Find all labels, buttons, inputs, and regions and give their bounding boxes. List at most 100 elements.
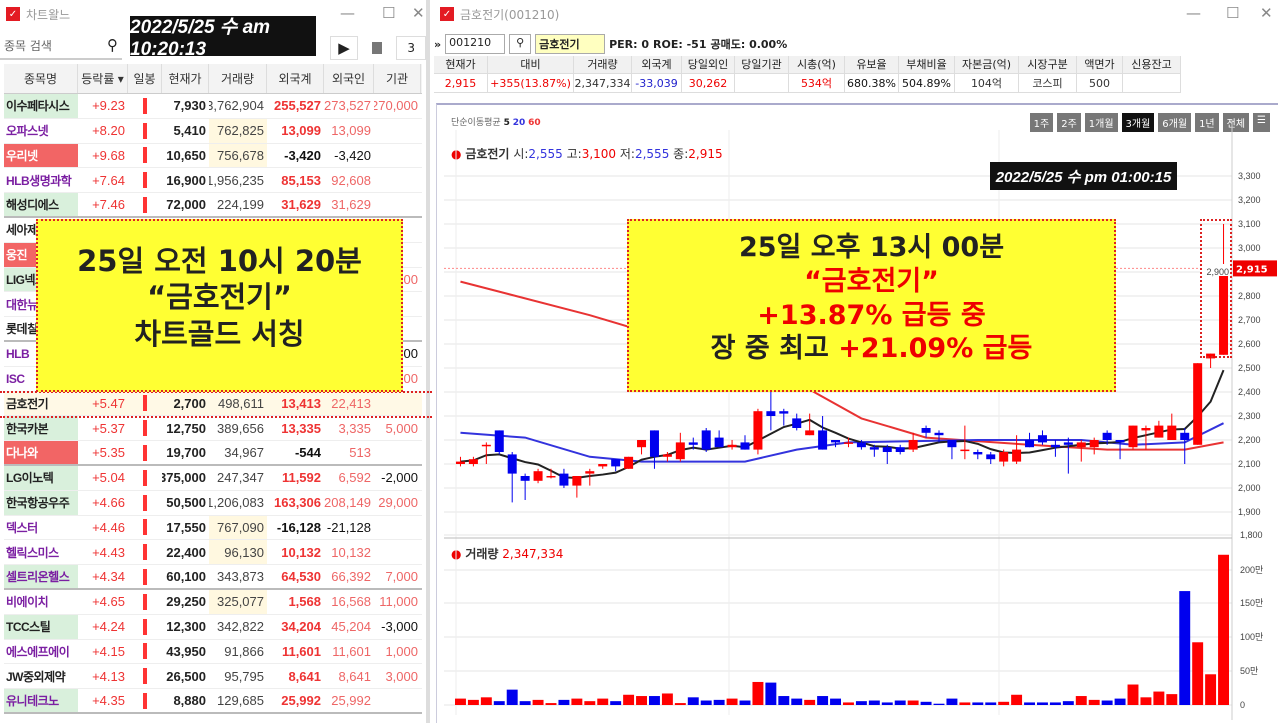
stock-name-field[interactable]: 금호전기	[535, 34, 606, 54]
search-icon[interactable]: ⚲	[509, 34, 532, 54]
minimize-icon[interactable]: —	[340, 4, 355, 22]
stock-code-select[interactable]: 001210	[445, 34, 506, 54]
candle-body	[818, 430, 828, 450]
cell: 26,500	[166, 668, 206, 684]
stock-name[interactable]: 셀트리온헬스	[4, 565, 78, 588]
candle-body	[869, 447, 879, 450]
daily-candle-icon	[128, 441, 162, 464]
period-button[interactable]: 1년	[1195, 113, 1219, 132]
candle-body	[533, 471, 543, 481]
column-header[interactable]: 거래량	[209, 64, 267, 93]
column-header[interactable]: 외국계	[267, 64, 324, 93]
stock-name[interactable]: 유니테크노	[4, 689, 78, 712]
stock-name[interactable]: 한국항공우주	[4, 490, 78, 515]
stock-name[interactable]: 비에이치	[6, 595, 49, 610]
stop-button[interactable]	[372, 42, 382, 54]
table-row[interactable]: TCC스틸 +4.24 12,300 342,822 34,204 45,204 -3,00…	[4, 614, 422, 640]
table-row[interactable]: 이수페타시스 +9.23 7,930 3,762,904 255,527 273,527 2…	[4, 94, 422, 119]
stock-name[interactable]: 헬릭스미스	[6, 545, 59, 560]
cell: 95,795	[224, 668, 264, 684]
column-header[interactable]: 현재가	[162, 64, 209, 93]
period-button[interactable]: 6개월	[1158, 113, 1192, 132]
stock-search-input[interactable]: 종목 검색 ⚲	[0, 32, 122, 60]
short-selling-value: 공매도: 0.00%	[710, 38, 788, 51]
daily-candle-icon	[128, 516, 162, 540]
stock-name[interactable]: JW중외제약	[6, 669, 66, 684]
table-row[interactable]: 셀트리온헬스 +4.34 60,100 343,873 64,530 66,392 7,00…	[4, 565, 422, 590]
stock-name[interactable]: 에스에프에이	[6, 644, 70, 659]
volume-legend-name: 거래량	[465, 547, 499, 561]
table-row[interactable]: 헬릭스미스 +4.43 22,400 96,130 10,132 10,132	[4, 540, 422, 566]
table-row[interactable]: 한국카본 +5.37 12,750 389,656 13,335 3,335 5,000	[4, 416, 422, 442]
candle-tick-icon	[143, 618, 147, 635]
candle-body	[882, 447, 892, 452]
ma-title: 단순이동평균	[451, 118, 501, 128]
stock-name[interactable]: TCC스틸	[4, 614, 78, 639]
volume-legend: ● 거래량 2,347,334	[451, 545, 563, 562]
column-header[interactable]: 외국인	[324, 64, 374, 93]
column-header[interactable]: 기관	[374, 64, 421, 93]
stock-name[interactable]: HLB생명과학	[6, 173, 72, 188]
candle-body	[1128, 425, 1138, 448]
stock-name[interactable]: 다나와	[4, 441, 78, 464]
table-row[interactable]: 다나와 +5.35 19,700 34,967 -544 513	[4, 441, 422, 466]
candle-body	[986, 454, 996, 460]
stock-name[interactable]: LG이노텍	[4, 465, 78, 490]
period-button[interactable]: 3개월	[1121, 113, 1155, 132]
annotation-line: “금호전기”	[804, 265, 939, 297]
stock-name[interactable]: 덱스터	[6, 520, 38, 535]
menu-icon[interactable]: ☰	[1253, 113, 1270, 132]
volume-bar	[920, 701, 932, 705]
column-header[interactable]: 일봉	[128, 64, 162, 93]
cell: 513	[349, 445, 371, 461]
volume-tick-label: 50만	[1240, 666, 1258, 676]
column-header[interactable]: 등락률 ▾	[78, 64, 128, 93]
cell: +4.66	[92, 495, 125, 511]
table-row[interactable]: LG이노텍 +5.04 375,000 247,347 11,592 6,592 -2,00…	[4, 465, 422, 491]
stock-name[interactable]: HLB	[6, 346, 30, 361]
annotation-line: 25일 오후 13시 00분	[738, 232, 1005, 263]
stock-name[interactable]: 오파스넷	[6, 124, 49, 139]
table-row[interactable]: JW중외제약 +4.13 26,500 95,795 8,641 8,641 3,000	[4, 664, 422, 690]
left-title-bar: ✓ 차트왈느 — ☐ ✕	[0, 0, 426, 28]
table-row[interactable]: 금호전기 +5.47 2,700 498,611 13,413 22,413	[4, 391, 422, 417]
table-row[interactable]: 오파스넷 +8.20 5,410 762,825 13,099 13,099	[4, 118, 422, 144]
table-row[interactable]: HLB생명과학 +7.64 16,900 1,956,235 85,153 92,608	[4, 168, 422, 194]
maximize-icon[interactable]: ☐	[382, 4, 396, 22]
search-icon[interactable]: ⚲	[107, 36, 118, 54]
stock-name[interactable]: 한국카본	[4, 416, 78, 441]
maximize-icon[interactable]: ☐	[1226, 4, 1240, 22]
interval-stepper[interactable]: 3	[396, 36, 426, 60]
table-row[interactable]: 유니테크노 +4.35 8,880 129,685 25,992 25,992	[4, 689, 422, 714]
column-header[interactable]: 종목명	[4, 64, 78, 93]
stock-name[interactable]: 해성디에스	[4, 193, 78, 216]
period-button[interactable]: 1개월	[1084, 113, 1118, 132]
play-button[interactable]: ▶	[330, 36, 358, 60]
candle-body	[973, 452, 983, 455]
ma60-label: 60	[528, 118, 541, 128]
stock-name[interactable]: 금호전기	[6, 396, 49, 411]
close-icon[interactable]: ✕	[1260, 4, 1273, 22]
table-row[interactable]: 우리넷 +9.68 10,650 756,678 -3,420 -3,420	[4, 143, 422, 169]
y-tick-label: 3,200	[1238, 195, 1261, 205]
table-row[interactable]: 덱스터 +4.46 17,550 767,090 -16,128 -21,128	[4, 515, 422, 541]
expand-icon[interactable]: »	[434, 37, 442, 51]
table-row[interactable]: 한국항공우주 +4.66 50,500 1,206,083 163,306 208,149…	[4, 490, 422, 516]
close-icon[interactable]: ✕	[412, 4, 425, 22]
cell: 16,900	[166, 172, 206, 188]
candle-body	[1193, 363, 1203, 445]
table-row[interactable]: 에스에프에이 +4.15 43,950 91,866 11,601 11,601 1,000	[4, 640, 422, 665]
period-button[interactable]: 1주	[1029, 113, 1054, 132]
period-button[interactable]: 전체	[1222, 113, 1250, 132]
minimize-icon[interactable]: —	[1186, 4, 1201, 22]
stock-name[interactable]: ISC	[6, 371, 25, 386]
stock-info-table: 현재가 2,915 대비 +355(13.87%) 거래량 2,347,334 외국계 -33…	[434, 56, 1181, 93]
period-button[interactable]: 2주	[1057, 113, 1081, 132]
cell: 12,300	[166, 619, 206, 635]
stock-name[interactable]: 이수페타시스	[4, 94, 78, 118]
table-row[interactable]: 해성디에스 +7.46 72,000 224,199 31,629 31,629	[4, 193, 422, 218]
info-column: 거래량 2,347,334	[574, 56, 632, 93]
cell: 64,530	[281, 569, 321, 585]
table-row[interactable]: 비에이치 +4.65 29,250 325,077 1,568 16,568 11,000	[4, 589, 422, 615]
stock-name[interactable]: 우리넷	[4, 143, 78, 168]
